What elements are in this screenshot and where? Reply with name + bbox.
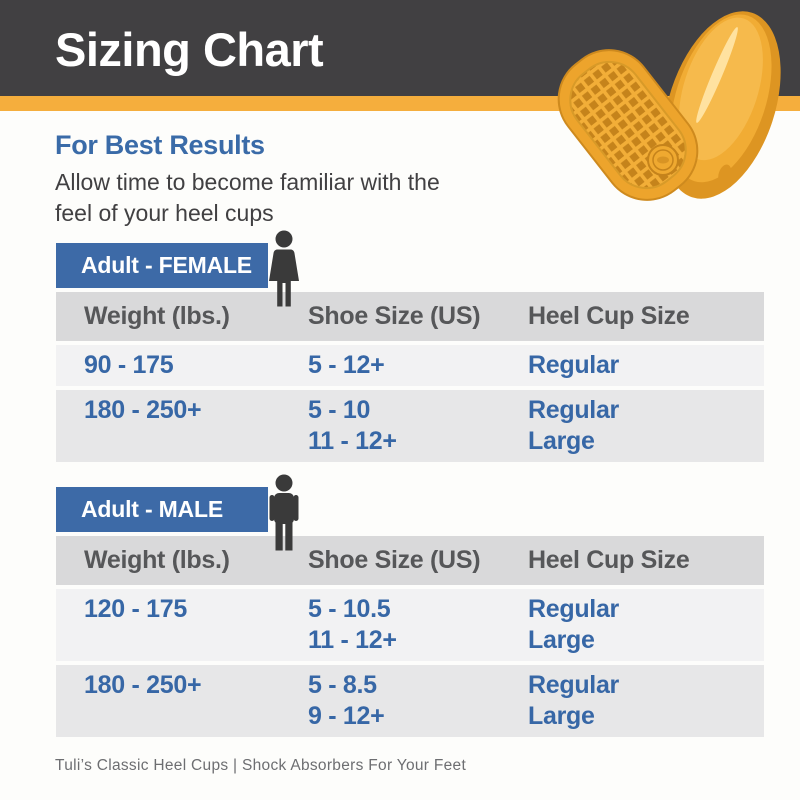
heel-cup-size-value: Regular Large	[528, 396, 619, 455]
col-heel-cup-size: Heel Cup Size	[528, 546, 690, 574]
heel-cup-size-value: Regular Large	[528, 671, 619, 730]
col-weight: Weight (lbs.)	[84, 546, 230, 574]
intro-heading: For Best Results	[55, 130, 265, 160]
col-weight: Weight (lbs.)	[84, 302, 230, 330]
weight-value: 180 - 250+	[84, 671, 202, 699]
column-header-row: Weight (lbs.) Shoe Size (US) Heel Cup Si…	[56, 536, 764, 585]
header-bar	[0, 0, 800, 96]
group-bar-male: Adult - MALE	[56, 487, 268, 532]
male-icon	[262, 474, 306, 551]
col-shoe-size: Shoe Size (US)	[308, 302, 481, 330]
col-shoe-size: Shoe Size (US)	[308, 546, 481, 574]
heel-cup-size-value: Regular Large	[528, 595, 619, 654]
shoe-size-value: 5 - 8.5 9 - 12+	[308, 671, 385, 730]
column-header-row: Weight (lbs.) Shoe Size (US) Heel Cup Si…	[56, 292, 764, 341]
heel-cups-image	[550, 0, 800, 220]
table-row: 180 - 250+ 5 - 8.5 9 - 12+ Regular Large	[56, 665, 764, 737]
tulis-badge	[647, 144, 679, 176]
female-icon	[262, 230, 306, 307]
weight-value: 180 - 250+	[84, 396, 202, 424]
group-label: Adult - MALE	[81, 496, 223, 522]
heel-cup-size-value: Regular	[528, 351, 619, 379]
shoe-size-value: 5 - 12+	[308, 351, 385, 379]
group-bar-female: Adult - FEMALE	[56, 243, 268, 288]
weight-value: 120 - 175	[84, 595, 187, 623]
footer-tagline: Tuli’s Classic Heel Cups | Shock Absorbe…	[55, 757, 467, 774]
weight-value: 90 - 175	[84, 351, 174, 379]
shoe-size-value: 5 - 10.5 11 - 12+	[308, 595, 397, 654]
table-adult-female: Adult - FEMALE Weight (lbs.) Shoe Size (…	[56, 230, 764, 466]
shoe-size-value: 5 - 10 11 - 12+	[308, 396, 397, 455]
page-title: Sizing Chart	[55, 23, 324, 76]
intro-body: Allow time to become familiar with the f…	[55, 169, 440, 226]
table-row: 120 - 175 5 - 10.5 11 - 12+ Regular Larg…	[56, 589, 764, 661]
table-row: 90 - 175 5 - 12+ Regular	[56, 345, 764, 386]
col-heel-cup-size: Heel Cup Size	[528, 302, 690, 330]
table-adult-male: Adult - MALE Weight (lbs.) Shoe Size (US…	[56, 474, 764, 741]
group-label: Adult - FEMALE	[81, 252, 252, 278]
table-row: 180 - 250+ 5 - 10 11 - 12+ Regular Large	[56, 390, 764, 462]
